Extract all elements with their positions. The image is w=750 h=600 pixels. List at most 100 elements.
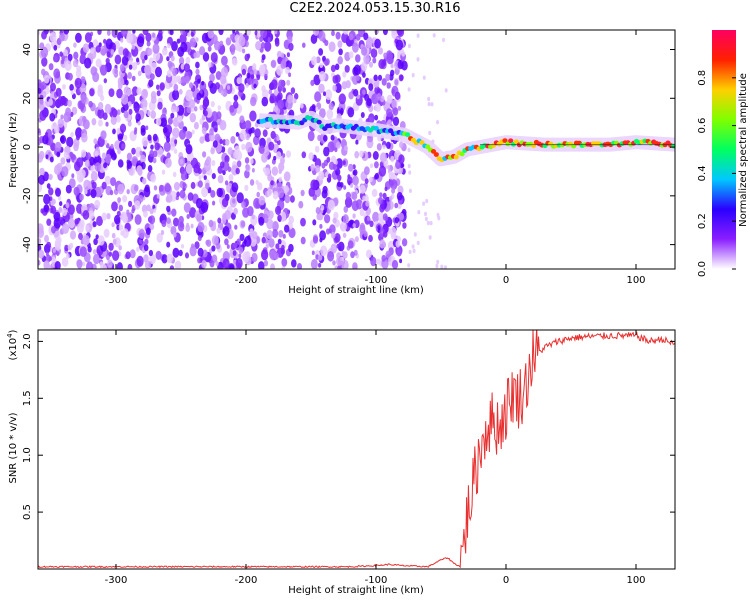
noise-speck	[353, 169, 358, 176]
colorbar-label: Normalized spectral amplitude	[738, 73, 749, 227]
noise-speck	[180, 171, 188, 181]
noise-speck	[46, 241, 52, 250]
noise-speck	[222, 169, 226, 176]
noise-speck	[64, 244, 69, 252]
noise-speck	[38, 238, 42, 245]
noise-speck	[122, 228, 129, 239]
noise-speck	[263, 260, 268, 267]
noise-speck	[334, 233, 341, 243]
noise-speck	[315, 254, 320, 260]
noise-speck	[242, 207, 250, 218]
noise-speck	[407, 43, 411, 49]
noise-speck	[369, 220, 374, 228]
noise-speck	[92, 221, 97, 228]
noise-speck	[327, 199, 335, 211]
noise-speck	[232, 198, 236, 204]
noise-speck	[137, 120, 141, 126]
noise-speck	[53, 44, 58, 51]
noise-speck	[391, 187, 396, 194]
noise-speck	[38, 249, 45, 259]
noise-speck	[343, 205, 349, 213]
noise-speck	[276, 151, 282, 160]
noise-speck	[38, 259, 41, 266]
noise-speck	[216, 227, 221, 234]
noise-speck	[364, 166, 370, 176]
noise-speck	[125, 251, 131, 260]
noise-speck	[38, 82, 42, 89]
noise-speck	[277, 187, 285, 199]
noise-speck	[97, 102, 104, 110]
noise-speck	[59, 216, 64, 223]
noise-speck	[210, 190, 216, 198]
noise-speck	[83, 179, 91, 191]
noise-speck	[429, 220, 433, 226]
noise-speck	[339, 221, 347, 232]
noise-speck	[48, 63, 54, 71]
noise-speck	[201, 186, 209, 198]
noise-speck	[173, 83, 179, 92]
noise-speck	[323, 134, 328, 142]
x-tick-label: 100	[626, 575, 645, 586]
noise-speck	[63, 49, 68, 57]
noise-speck	[170, 55, 175, 62]
noise-speck	[167, 60, 173, 68]
noise-speck	[131, 86, 139, 97]
noise-speck	[250, 96, 257, 107]
noise-speck	[59, 201, 63, 207]
noise-speck	[396, 249, 402, 257]
noise-speck	[196, 92, 202, 101]
noise-speck	[341, 259, 349, 269]
colorbar-tick-label: 0.4	[697, 165, 708, 181]
noise-speck	[396, 191, 403, 201]
noise-speck	[90, 66, 97, 76]
noise-speck	[325, 89, 333, 101]
noise-speck	[134, 200, 141, 210]
noise-speck	[251, 214, 255, 220]
noise-speck	[99, 64, 108, 76]
noise-speck	[382, 230, 388, 238]
noise-speck	[411, 244, 415, 249]
noise-speck	[61, 257, 69, 267]
noise-speck	[258, 145, 265, 155]
noise-speck	[156, 90, 161, 97]
noise-speck	[217, 174, 224, 184]
noise-speck	[312, 30, 320, 36]
noise-speck	[137, 70, 142, 77]
noise-speck	[74, 218, 79, 225]
noise-speck	[366, 249, 372, 259]
noise-speck	[79, 246, 87, 257]
noise-speck	[101, 212, 107, 221]
noise-speck	[105, 121, 109, 127]
noise-speck	[38, 174, 45, 185]
noise-speck	[230, 136, 236, 144]
noise-speck	[86, 261, 94, 269]
noise-speck	[117, 133, 124, 142]
noise-speck	[227, 147, 233, 155]
noise-speck	[55, 187, 61, 197]
noise-speck	[363, 231, 368, 238]
snr-line-layer	[38, 330, 675, 569]
noise-speck	[46, 183, 51, 189]
noise-speck	[311, 250, 315, 256]
noise-speck	[189, 245, 197, 257]
noise-speck	[214, 127, 218, 133]
noise-speck	[283, 171, 291, 182]
noise-speck	[151, 32, 156, 38]
noise-speck	[97, 30, 102, 35]
noise-speck	[369, 176, 373, 183]
noise-speck	[232, 250, 237, 256]
noise-speck	[366, 98, 372, 107]
noise-speck	[54, 241, 61, 251]
noise-speck	[310, 34, 318, 44]
noise-speck	[364, 178, 369, 185]
signal-point	[459, 151, 465, 157]
noise-speck	[166, 217, 171, 225]
signal-point	[425, 144, 431, 150]
noise-speck	[332, 164, 338, 171]
noise-speck	[105, 57, 110, 65]
noise-speck	[131, 75, 136, 82]
noise-speck	[444, 88, 448, 93]
noise-speck	[104, 175, 111, 185]
noise-speck	[189, 112, 196, 123]
noise-speck	[127, 101, 132, 107]
